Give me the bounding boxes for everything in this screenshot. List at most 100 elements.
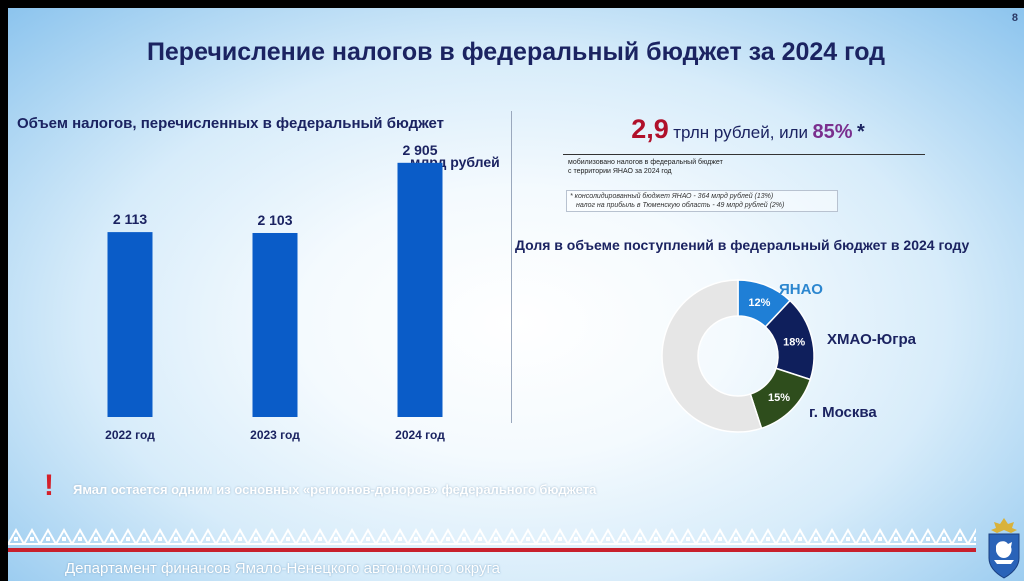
ornament-dot	[958, 537, 962, 541]
headline-percent: 85%	[812, 121, 853, 143]
ornament-motif	[214, 527, 234, 545]
bar-value-label: 2 113	[113, 211, 147, 227]
ornament-dot	[334, 537, 338, 541]
ornament-dot	[878, 537, 882, 541]
ornament-motif	[614, 527, 634, 545]
footer-department: Департамент финансов Ямало-Ненецкого авт…	[65, 560, 500, 577]
ornament-dot	[654, 537, 658, 541]
ornament-motif	[966, 527, 976, 545]
ornament-dot	[238, 537, 242, 541]
ornament-dot	[734, 537, 738, 541]
ornament-dot	[110, 537, 114, 541]
ornament-dot	[174, 537, 178, 541]
legend-yanao: ЯНАО	[779, 281, 823, 298]
ornament-motif	[22, 527, 42, 545]
ornament-motif	[38, 527, 58, 545]
ornament-dot	[526, 537, 530, 541]
ornament-motif	[118, 527, 138, 545]
headline: 2,9 трлн рублей, или 85% *	[568, 114, 928, 145]
ornament-motif	[854, 527, 874, 545]
ornament-border	[8, 527, 976, 545]
ornament-motif	[598, 527, 618, 545]
ornament-dot	[942, 537, 946, 541]
headline-unit: трлн рублей, или	[673, 123, 809, 142]
ornament-motif	[550, 527, 570, 545]
bar-value-label: 2 905	[402, 142, 437, 158]
donut-chart: 12% 18% 15%	[661, 279, 815, 433]
ornament-motif	[870, 527, 890, 545]
ornament-dot	[78, 537, 82, 541]
ornament-motif	[566, 527, 586, 545]
ornament-motif	[374, 527, 394, 545]
headline-asterisk: *	[857, 121, 865, 143]
ornament-motif	[822, 527, 842, 545]
ornament-dot	[158, 537, 162, 541]
ornament-dot	[478, 537, 482, 541]
ornament-motif	[150, 527, 170, 545]
ornament-dot	[622, 537, 626, 541]
ornament-motif	[630, 527, 650, 545]
ornament-dot	[30, 537, 34, 541]
ornament-motif	[918, 527, 938, 545]
category-label: 2023 год	[250, 428, 300, 442]
ornament-motif	[358, 527, 378, 545]
ornament-dot	[302, 537, 306, 541]
ornament-motif	[950, 527, 970, 545]
footnote-line: * консолидированный бюджет ЯНАО - 364 мл…	[570, 193, 774, 200]
footnote-box: * консолидированный бюджет ЯНАО - 364 мл…	[566, 190, 838, 212]
warning-text: Ямал остается одним из основных «регионо…	[73, 482, 597, 497]
ornament-dot	[142, 537, 146, 541]
slide: 8 Перечисление налогов в федеральный бюд…	[8, 8, 1024, 581]
category-label: 2022 год	[105, 428, 155, 442]
bar	[252, 232, 298, 417]
panel-divider	[511, 111, 512, 423]
ornament-dot	[414, 537, 418, 541]
ornament-motif	[390, 527, 410, 545]
ornament-motif	[102, 527, 122, 545]
ornament-motif	[486, 527, 506, 545]
exclamation-icon: !	[44, 469, 54, 502]
ornament-motif	[454, 527, 474, 545]
ornament-motif	[790, 527, 810, 545]
ornament-dot	[830, 537, 834, 541]
ornament-motif	[582, 527, 602, 545]
ornament-dot	[798, 537, 802, 541]
donut-slice-label: 12%	[748, 297, 770, 309]
donut-slice-label: 18%	[783, 337, 805, 349]
ornament-motif	[54, 527, 74, 545]
ornament-motif	[262, 527, 282, 545]
ornament-motif	[342, 527, 362, 545]
ornament-motif	[902, 527, 922, 545]
bar-chart-heading: Объем налогов, перечисленных в федеральн…	[17, 115, 445, 132]
ornament-motif	[294, 527, 314, 545]
ornament-motif	[230, 527, 250, 545]
ornament-dot	[926, 537, 930, 541]
ornament-dot	[750, 537, 754, 541]
ornament-motif	[758, 527, 778, 545]
ornament-dot	[462, 537, 466, 541]
ornament-dot	[126, 537, 130, 541]
legend-moscow: г. Москва	[809, 404, 877, 421]
note-line: мобилизовано налогов в федеральный бюдже…	[568, 159, 723, 166]
ornament-motif	[326, 527, 346, 545]
ornament-dot	[782, 537, 786, 541]
pie-chart-heading: Доля в объеме поступлений в федеральный …	[515, 237, 970, 253]
bar	[397, 162, 443, 417]
legend-hmao: ХМАО-Югра	[827, 331, 917, 348]
ornament-dot	[94, 537, 98, 541]
ornament-dot	[574, 537, 578, 541]
ornament-motif	[806, 527, 826, 545]
ornament-dot	[670, 537, 674, 541]
ornament-dot	[702, 537, 706, 541]
ornament-motif	[726, 527, 746, 545]
page-number: 8	[1011, 12, 1018, 24]
footer-red-line	[8, 548, 976, 552]
ornament-motif	[502, 527, 522, 545]
ornament-motif	[246, 527, 266, 545]
ornament-motif	[422, 527, 442, 545]
ornament-motif	[742, 527, 762, 545]
ornament-dot	[510, 537, 514, 541]
ornament-dot	[590, 537, 594, 541]
ornament-motif	[86, 527, 106, 545]
ornament-dot	[46, 537, 50, 541]
